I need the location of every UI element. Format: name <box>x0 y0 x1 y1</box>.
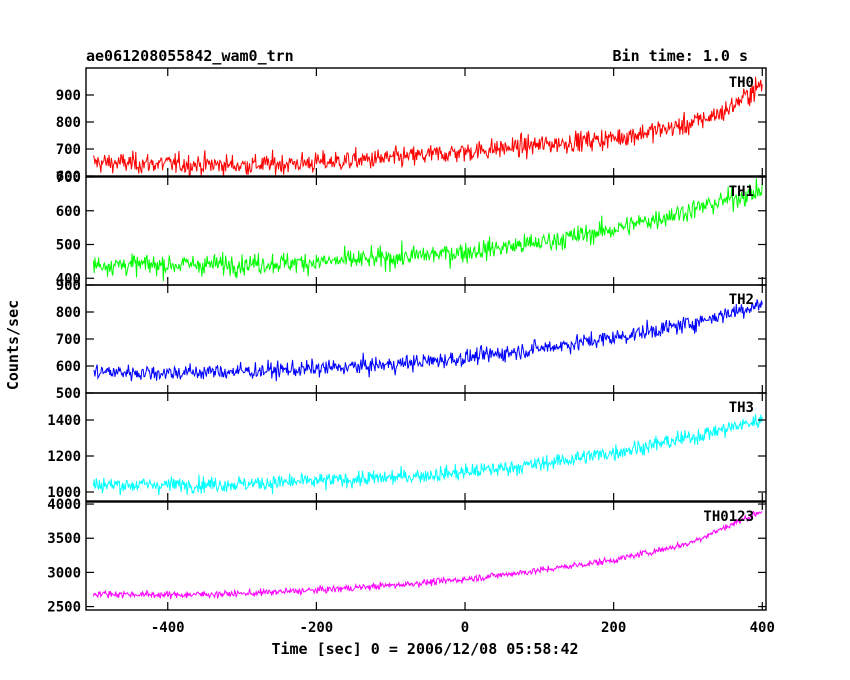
x-axis-label: Time [sec] 0 = 2006/12/08 05:58:42 <box>271 640 578 658</box>
y-tick-label: 3000 <box>47 565 81 581</box>
chart-title: ae061208055842_wam0_trn <box>86 47 294 65</box>
x-tick-label: 400 <box>750 620 775 636</box>
panel-label: TH3 <box>729 400 754 416</box>
y-tick-label: 900 <box>56 278 81 294</box>
panel-frame <box>85 284 767 394</box>
panel-label: TH0123 <box>703 509 754 525</box>
panel-label: TH1 <box>729 184 754 200</box>
y-tick-label: 600 <box>56 169 81 185</box>
y-tick-label: 700 <box>56 170 81 186</box>
series-line-th0 <box>92 76 763 176</box>
series-line-th0123 <box>92 510 763 600</box>
y-tick-label: 500 <box>56 386 81 402</box>
panel-frame <box>85 392 767 502</box>
panel-th2: 500 600 700 800 900 TH2 <box>56 278 767 402</box>
y-tick-label: 700 <box>56 332 81 348</box>
y-tick-label: 800 <box>56 115 81 131</box>
y-tick-label: 1000 <box>47 485 81 501</box>
y-tick-label: 4000 <box>47 497 81 513</box>
y-axis-label: Counts/sec <box>4 300 22 390</box>
y-tick-label: 900 <box>56 88 81 104</box>
y-tick-label: 400 <box>56 271 81 287</box>
x-tick-label: -400 <box>151 620 185 636</box>
bin-time-label: Bin time: 1.0 s <box>613 47 748 65</box>
panel-label: TH0 <box>729 75 754 91</box>
y-tick-label: 3500 <box>47 531 81 547</box>
panel-th3: 1000 1200 1400 TH3 <box>47 392 767 502</box>
x-tick-label: 200 <box>601 620 626 636</box>
y-tick-label: 500 <box>56 238 81 254</box>
panels-group: 600700800900TH0400500600700TH15006007008… <box>47 67 767 616</box>
x-tick-label: 0 <box>461 620 469 636</box>
y-tick-label: 600 <box>56 204 81 220</box>
x-tick-label: -200 <box>300 620 334 636</box>
y-tick-label: 1200 <box>47 449 81 465</box>
panel-frame <box>85 501 767 611</box>
y-tick-label: 700 <box>56 142 81 158</box>
panel-label: TH2 <box>729 292 754 308</box>
series-line-th3 <box>92 414 763 496</box>
series-line-th2 <box>93 299 763 382</box>
y-tick-label: 800 <box>56 305 81 321</box>
x-axis: -400 -200 0 200 400 <box>151 620 775 636</box>
panel-th0123: 2500 3000 3500 4000 TH0123 <box>47 497 767 616</box>
y-tick-label: 2500 <box>47 600 81 616</box>
series-line-th1 <box>92 178 763 282</box>
panel-frame <box>85 176 767 286</box>
y-tick-label: 600 <box>56 359 81 375</box>
y-tick-label: 1400 <box>47 413 81 429</box>
